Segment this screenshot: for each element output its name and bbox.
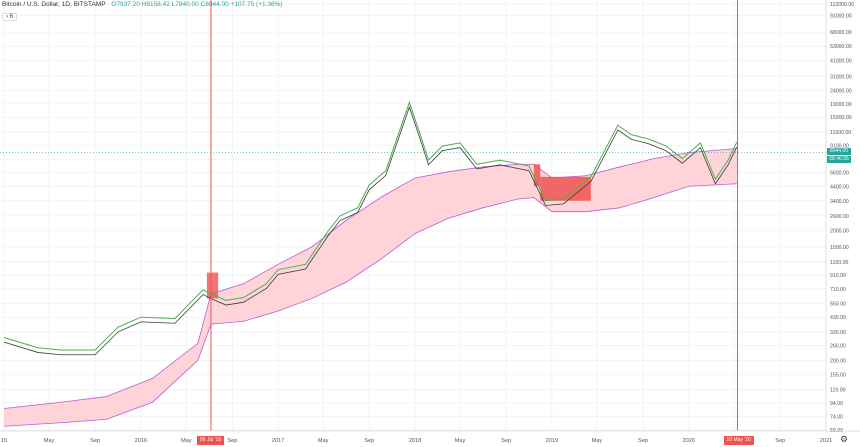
interval-label[interactable]: 1D [61,1,70,8]
price-line-dark [3,105,738,356]
y-tick-label: 550.00 [830,301,846,307]
x-tick-label: May [592,438,603,444]
last-price-tag: 8044.00 [827,148,851,156]
y-tick-label: 1500.00 [830,245,849,251]
y-tick-label: 31000.00 [830,74,852,80]
band-lower [3,183,737,427]
band-upper [3,148,737,409]
y-tick-label: 41000.00 [830,59,852,65]
symbol-legend: Bitcoin / U.S. Dollar, 1D, BITSTAMP O793… [2,1,283,8]
ohlc-values: O7937.20 H8158.42 L7840.00 C8044.00 +107… [111,1,283,8]
x-tick-label: 2021 [820,438,832,444]
price-axis-bg [826,0,860,447]
x-tick-label: Sep [364,438,374,444]
marker-date-tag-1: 06 Jul '16 [197,436,225,445]
chevron-right-icon: › [6,14,8,20]
y-tick-label: 5600.00 [830,171,849,177]
x-tick-label: 2017 [272,438,284,444]
y-tick-label: 112000.00 [830,2,854,8]
inverted-region [533,164,541,187]
x-tick-label: Sep [638,438,648,444]
y-tick-label: 119.00 [830,388,846,394]
y-tick-label: 4400.00 [830,184,849,190]
y-tick-label: 330.00 [830,330,846,336]
x-tick-label: Sep [90,438,100,444]
symbol-name[interactable]: Bitcoin / U.S. Dollar [2,1,58,8]
x-tick-label: May [44,438,55,444]
marker-date-tag-2: 10 May '20 [723,436,754,445]
y-tick-label: 9100.00 [830,143,849,149]
x-tick-label: 15 [1,438,7,444]
y-tick-label: 260.00 [830,344,846,350]
y-tick-label: 68000.00 [830,30,852,36]
exchange-label: BITSTAMP [73,1,106,8]
y-tick-label: 11500.00 [830,130,851,136]
gear-icon[interactable]: ⚙ [840,434,849,444]
channel-band [3,148,737,427]
y-tick-label: 2000.00 [830,229,849,235]
price-series [0,100,826,356]
band-fill [4,148,737,427]
price-axis[interactable]: 112000.00 91000.00 68000.00 53000.00 41000.0… [825,0,860,447]
x-tick-label: May [181,438,192,444]
x-tick-label: May [318,438,329,444]
y-tick-label: 15000.00 [830,115,852,121]
x-tick-label: 2019 [546,438,558,444]
time-axis[interactable]: 15 May Sep 2016 May Sep 2017 May Sep 2018 May Sep 20… [0,430,860,444]
y-tick-label: 91000.00 [830,14,852,20]
price-line-green [3,100,738,351]
y-tick-label: 155.00 [830,373,846,379]
y-tick-label: 24000.00 [830,89,852,95]
y-tick-label: 19000.00 [830,102,852,108]
countdown-tag: 08:40:35 [827,156,851,164]
y-tick-label: 710.00 [830,287,846,293]
y-tick-label: 53000.00 [830,44,852,50]
x-tick-label: Sep [501,438,511,444]
y-tick-label: 1150.00 [830,260,848,266]
inverted-region [206,272,219,299]
y-tick-label: 74.00 [830,414,843,420]
x-tick-label: Sep [775,438,785,444]
indicator-count: 6 [9,14,14,20]
inverted-region [540,176,591,201]
x-tick-label: 2016 [135,438,147,444]
collapse-indicators-button[interactable]: › 6 [2,13,18,21]
x-tick-label: 2020 [683,438,695,444]
x-tick-label: 2018 [409,438,421,444]
y-tick-label: 2600.00 [830,214,849,220]
x-tick-label: Sep [227,438,237,444]
y-tick-label: 94.00 [830,401,843,407]
marker-lines [210,0,738,431]
x-tick-label: May [455,438,466,444]
y-tick-label: 200.00 [830,358,846,364]
y-tick-label: 430.00 [830,315,846,321]
y-tick-label: 3400.00 [830,199,849,205]
y-tick-label: 910.00 [830,273,846,279]
